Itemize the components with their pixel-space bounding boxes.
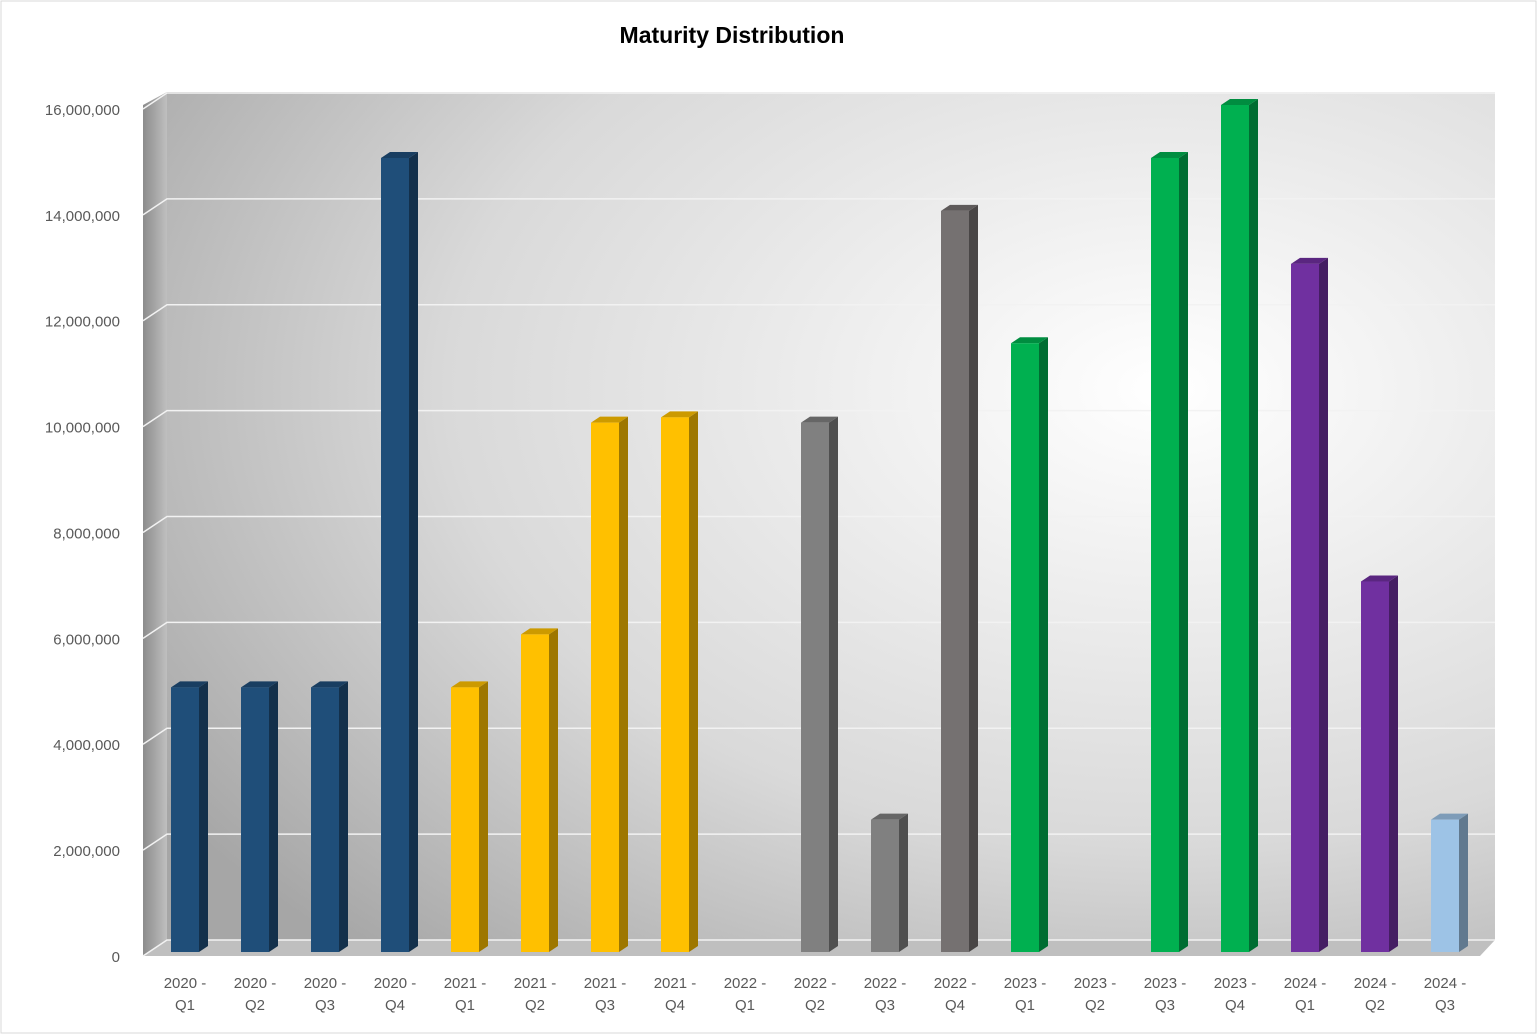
bar-top: [1361, 575, 1398, 582]
bar-top: [1221, 99, 1258, 105]
x-tick-label: 2021 - Q2: [513, 975, 557, 1014]
bar-top: [591, 416, 628, 423]
x-tick-label: 2022 - Q3: [863, 975, 907, 1014]
x-tick-label: 2024 - Q3: [1423, 975, 1467, 1014]
bar-side: [409, 151, 418, 952]
x-tick-label: 2020 - Q1: [163, 975, 207, 1014]
bar: [1221, 105, 1249, 952]
bar: [241, 687, 269, 952]
bar: [801, 422, 829, 952]
bar-side: [199, 681, 208, 952]
bar-top: [1151, 151, 1188, 158]
bar-side: [689, 411, 698, 952]
bar-top: [381, 151, 418, 158]
x-tick-label: 2021 - Q4: [653, 975, 697, 1014]
x-tick-label: 2023 - Q4: [1213, 975, 1257, 1014]
bar-top: [241, 681, 278, 688]
bar-side: [479, 681, 488, 952]
bar-top: [941, 204, 978, 211]
bar: [1361, 581, 1389, 952]
bar-side: [1039, 337, 1048, 952]
x-tick-label: 2022 - Q1: [723, 975, 767, 1014]
bar-side: [1459, 813, 1468, 952]
x-tick-label: 2022 - Q4: [933, 975, 977, 1014]
grid-line: [142, 409, 1495, 428]
grid-line: [142, 198, 1495, 216]
bar-side: [1319, 257, 1328, 952]
y-tick-label: 10,000,000: [45, 420, 120, 437]
y-tick-label: 12,000,000: [45, 314, 120, 331]
y-tick-label: 6,000,000: [53, 631, 120, 648]
x-tick-label: 2020 - Q3: [303, 975, 347, 1014]
bar-side: [549, 628, 558, 952]
x-tick-label: 2021 - Q1: [443, 975, 487, 1014]
grid-line: [142, 939, 1495, 957]
bar-side: [269, 681, 278, 952]
x-tick-label: 2023 - Q2: [1073, 975, 1117, 1014]
grid-line: [142, 92, 1495, 110]
bar: [171, 687, 199, 952]
bar: [941, 210, 969, 952]
grid-line: [142, 727, 1495, 745]
y-tick-label: 0: [112, 949, 120, 966]
bar: [1151, 157, 1179, 952]
bar-top: [871, 813, 908, 820]
x-tick-label: 2020 - Q4: [373, 975, 417, 1014]
bar-top: [801, 416, 838, 423]
bar: [381, 157, 409, 952]
x-tick-label: 2021 - Q3: [583, 975, 627, 1014]
bar: [1011, 343, 1039, 952]
grid-line: [142, 304, 1495, 322]
bar-top: [521, 628, 558, 635]
y-tick-label: 14,000,000: [45, 208, 120, 225]
grid-line: [142, 833, 1495, 851]
bar-side: [1249, 99, 1258, 952]
grid-line: [142, 515, 1495, 534]
y-tick-label: 4,000,000: [53, 737, 120, 754]
bar-side: [829, 416, 838, 952]
bar-top: [1011, 337, 1048, 344]
x-tick-label: 2023 - Q3: [1143, 975, 1187, 1014]
bar-top: [1431, 813, 1468, 820]
x-tick-label: 2024 - Q2: [1353, 975, 1397, 1014]
bar: [451, 687, 479, 952]
bar-side: [969, 204, 978, 952]
bar: [591, 422, 619, 952]
bar: [1431, 819, 1459, 952]
bar: [521, 634, 549, 952]
bar: [1291, 263, 1319, 952]
bar-side: [1179, 151, 1188, 952]
bar: [311, 687, 339, 952]
y-tick-label: 8,000,000: [53, 525, 120, 542]
bar: [661, 417, 689, 952]
y-tick-label: 2,000,000: [53, 843, 120, 860]
chart-title: Maturity Distribution: [620, 22, 845, 48]
bar-side: [899, 813, 908, 952]
bar-side: [339, 681, 348, 952]
bar-side: [1389, 575, 1398, 952]
bar: [871, 819, 899, 952]
y-tick-label: 16,000,000: [45, 102, 120, 119]
bar-side: [619, 416, 628, 952]
x-tick-label: 2022 - Q2: [793, 975, 837, 1014]
bar-top: [1291, 257, 1328, 264]
bar-top: [171, 681, 208, 688]
bar-top: [451, 681, 488, 688]
bar-top: [311, 681, 348, 688]
bar-top: [661, 411, 698, 418]
x-tick-label: 2020 - Q2: [233, 975, 277, 1014]
x-tick-label: 2024 - Q1: [1283, 975, 1327, 1014]
grid-line: [142, 621, 1495, 639]
x-tick-label: 2023 - Q1: [1003, 975, 1047, 1014]
